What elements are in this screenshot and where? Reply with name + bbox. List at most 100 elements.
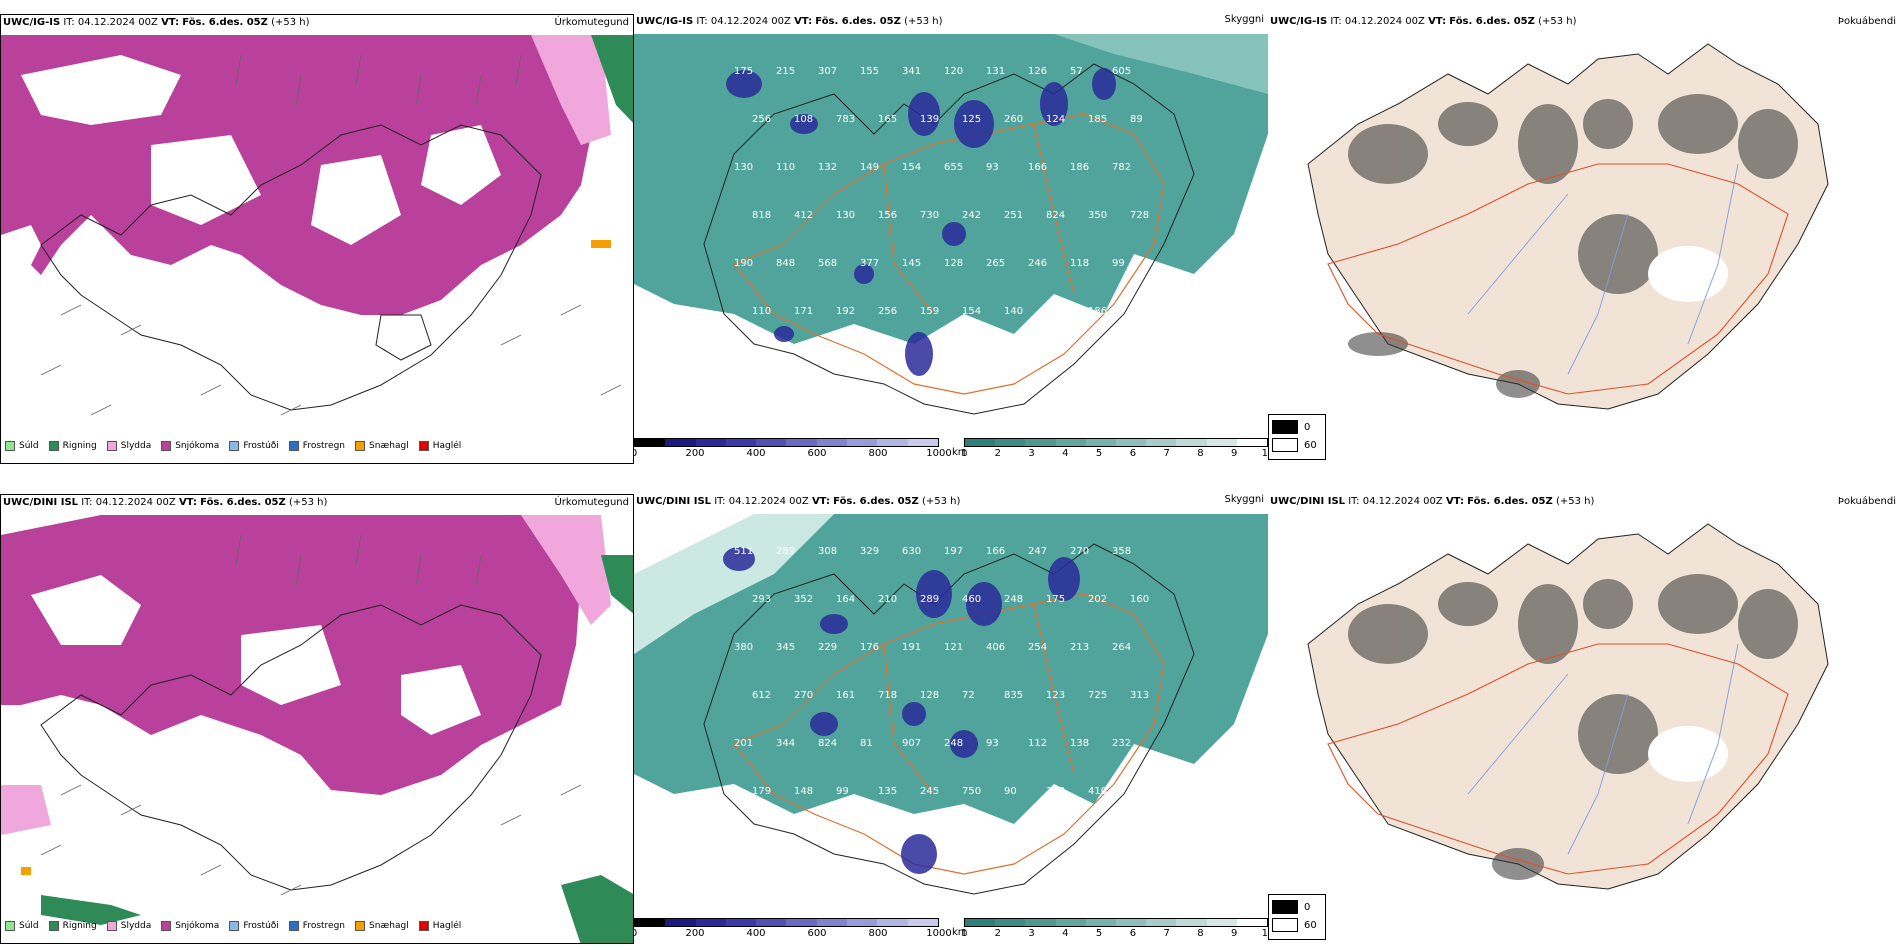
visibility-haze bbox=[634, 514, 834, 654]
cloud-top-label: 112 bbox=[1028, 738, 1047, 749]
cloud-top-label: 108 bbox=[794, 114, 813, 125]
it-value: 04.12.2024 00Z bbox=[728, 496, 809, 507]
cloud-top-label: 247 bbox=[1028, 546, 1047, 557]
cloud-top-label: 730 bbox=[920, 210, 939, 221]
cloud-top-label: 186 bbox=[1070, 162, 1089, 173]
cloudtop-colorbar: 02004006008001000 m bbox=[634, 438, 952, 459]
panel-header: UWC/IG-IS IT: 04.12.2024 00Z VT: Fös. 6.… bbox=[3, 17, 310, 28]
legend-item-hail: Haglél bbox=[418, 921, 461, 931]
fog-legend: 0 60 bbox=[1268, 894, 1326, 940]
fog-map-0 bbox=[1307, 43, 1829, 410]
vt-value: Fös. 6.des. 05Z bbox=[815, 16, 901, 27]
sleet-area bbox=[1, 785, 51, 835]
it-label: IT: bbox=[63, 17, 75, 28]
legend-item-snow: Snjókoma bbox=[161, 441, 219, 451]
sleet-area bbox=[531, 35, 611, 145]
vt-label: VT: bbox=[178, 497, 197, 508]
cloud-top-label: 265 bbox=[986, 258, 1005, 269]
cloud-top-label: 270 bbox=[1070, 546, 1089, 557]
cloud-top-label: 159 bbox=[920, 306, 939, 317]
it-value: 04.12.2024 00Z bbox=[77, 17, 158, 28]
cloud-top-label: 256 bbox=[752, 114, 771, 125]
cloud-top-label: 358 bbox=[1112, 546, 1131, 557]
vt-value: Fös. 6.des. 05Z bbox=[833, 496, 919, 507]
snow-pellet-spot bbox=[21, 867, 31, 875]
fog-panel-0: UWC/IG-IS IT: 04.12.2024 00Z VT: Fös. 6.… bbox=[1268, 14, 1900, 464]
cloud-top-label: 824 bbox=[818, 738, 837, 749]
cloud-top-label: 176 bbox=[860, 642, 879, 653]
legend-item-sleet: Slydda bbox=[106, 441, 151, 451]
cloud-top-label: 824 bbox=[1046, 210, 1065, 221]
rivers bbox=[1467, 643, 1739, 855]
fog-legend-min: 0 bbox=[1304, 901, 1311, 913]
cloud-top-label: 120 bbox=[944, 66, 963, 77]
cloud-top-label: 417 bbox=[1130, 306, 1149, 317]
cloud-top-label: 213 bbox=[1070, 642, 1089, 653]
rain-area bbox=[561, 875, 633, 943]
visibility-colorbar: 1 2 3 4 5 6 7 8 9 10 km bbox=[952, 918, 1268, 939]
cloud-top-label: 179 bbox=[752, 786, 771, 797]
colorbar-tick: 800 bbox=[868, 448, 888, 459]
colorbar-tick: 3 bbox=[1028, 928, 1035, 939]
cloudtop-colorbar: 02004006008001000 m bbox=[634, 918, 952, 939]
roads bbox=[1327, 643, 1789, 875]
cloud-top-label: 264 bbox=[1112, 642, 1131, 653]
colorbar-tick: 10 bbox=[1261, 928, 1268, 939]
lead-time: (+53 h) bbox=[271, 17, 310, 28]
cloud-top-labels: 511 289 308 329 630 197 166 247 270 358 293 352 164 2… bbox=[734, 546, 1149, 797]
panel-header: UWC/IG-IS IT: 04.12.2024 00Z VT: Fös. 6.… bbox=[636, 16, 943, 27]
legend-item-sleet: Slydda bbox=[106, 921, 151, 931]
clear-patch bbox=[311, 155, 401, 245]
it-value: 04.12.2024 00Z bbox=[1362, 496, 1443, 507]
cloud-top-label: 202 bbox=[1088, 594, 1107, 605]
cloud-top-label: 352 bbox=[794, 594, 813, 605]
cloud-top-label: 72 bbox=[962, 690, 975, 701]
visibility-colorbar: 1 2 3 4 5 6 7 8 9 10 km bbox=[952, 438, 1268, 459]
cloud-top-label: 166 bbox=[1028, 162, 1047, 173]
vt-label: VT: bbox=[1445, 496, 1464, 507]
legend-item-snow-pellets: Snæhagl bbox=[355, 441, 409, 451]
colorbar-tick: 4 bbox=[1062, 928, 1069, 939]
cloud-top-cells bbox=[726, 68, 1116, 376]
cloud-top-label: 248 bbox=[1004, 594, 1023, 605]
lead-time: (+53 h) bbox=[1538, 16, 1577, 27]
vt-value: Fös. 6.des. 05Z bbox=[182, 17, 268, 28]
clear-patch bbox=[401, 665, 481, 735]
legend-item-rain: Rigning bbox=[48, 921, 97, 931]
model-name: UWC/IG-IS bbox=[3, 17, 61, 28]
cloud-top-label: 191 bbox=[902, 642, 921, 653]
colorbar-tick: 200 bbox=[685, 448, 705, 459]
cloud-top-label: 254 bbox=[1028, 642, 1047, 653]
precip-legend: Súld Rigning Slydda Snjókoma Frostúði Fr… bbox=[5, 441, 461, 451]
colorbar-tick: 6 bbox=[1129, 928, 1137, 939]
cloud-top-label: 848 bbox=[776, 258, 795, 269]
cloud-top-label: 329 bbox=[860, 546, 879, 557]
panel-title: Skyggni bbox=[1224, 494, 1264, 505]
clear-patch bbox=[21, 55, 181, 125]
cloud-top-label: 93 bbox=[986, 738, 999, 749]
cloud-top-label: 612 bbox=[752, 690, 771, 701]
cloud-top-label: 90 bbox=[1004, 786, 1017, 797]
cloud-top-label: 568 bbox=[818, 258, 837, 269]
glacier-white bbox=[1648, 726, 1728, 782]
cloud-top-label: 215 bbox=[776, 66, 795, 77]
lead-time: (+53 h) bbox=[904, 16, 943, 27]
vt-value: Fös. 6.des. 05Z bbox=[200, 497, 286, 508]
cloud-top-label: 605 bbox=[1112, 66, 1131, 77]
cloud-top-label: 289 bbox=[776, 546, 795, 557]
panel-title: Úrkomutegund bbox=[554, 497, 629, 508]
cloud-top-label: 345 bbox=[776, 642, 795, 653]
rain-area bbox=[41, 895, 141, 925]
colorbar-tick: 3 bbox=[1028, 448, 1035, 459]
model-name: UWC/IG-IS bbox=[1270, 16, 1328, 27]
it-label: IT: bbox=[1348, 496, 1360, 507]
precip-legend: Súld Rigning Slydda Snjókoma Frostúði Fr… bbox=[5, 921, 461, 931]
cloud-top-label: 130 bbox=[836, 210, 855, 221]
cloud-top-label: 293 bbox=[752, 594, 771, 605]
cloud-top-label: 308 bbox=[818, 546, 837, 557]
glacier-white bbox=[1648, 246, 1728, 302]
cloud-top-label: 132 bbox=[818, 162, 837, 173]
visibility-panel-0: 175 215 307 155 341 120 131 126 57 605 256 108 783 16… bbox=[634, 14, 1268, 464]
cloud-top-label: 728 bbox=[1130, 210, 1149, 221]
legend-item-freezing-drizzle: Frostúði bbox=[229, 441, 279, 451]
